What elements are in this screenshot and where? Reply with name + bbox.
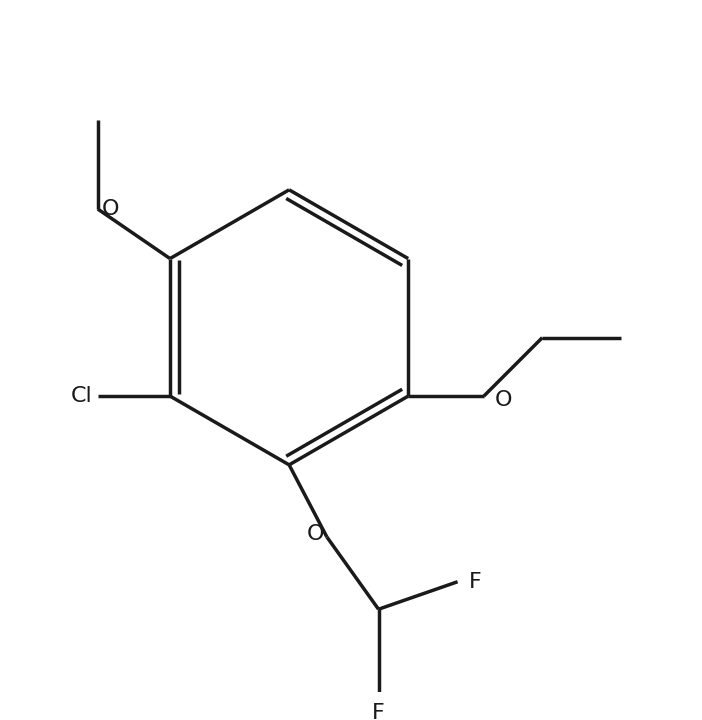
Text: O: O — [495, 390, 512, 410]
Text: O: O — [102, 199, 119, 219]
Text: F: F — [372, 703, 385, 720]
Text: Cl: Cl — [71, 386, 93, 406]
Text: O: O — [307, 523, 325, 544]
Text: F: F — [468, 572, 482, 592]
